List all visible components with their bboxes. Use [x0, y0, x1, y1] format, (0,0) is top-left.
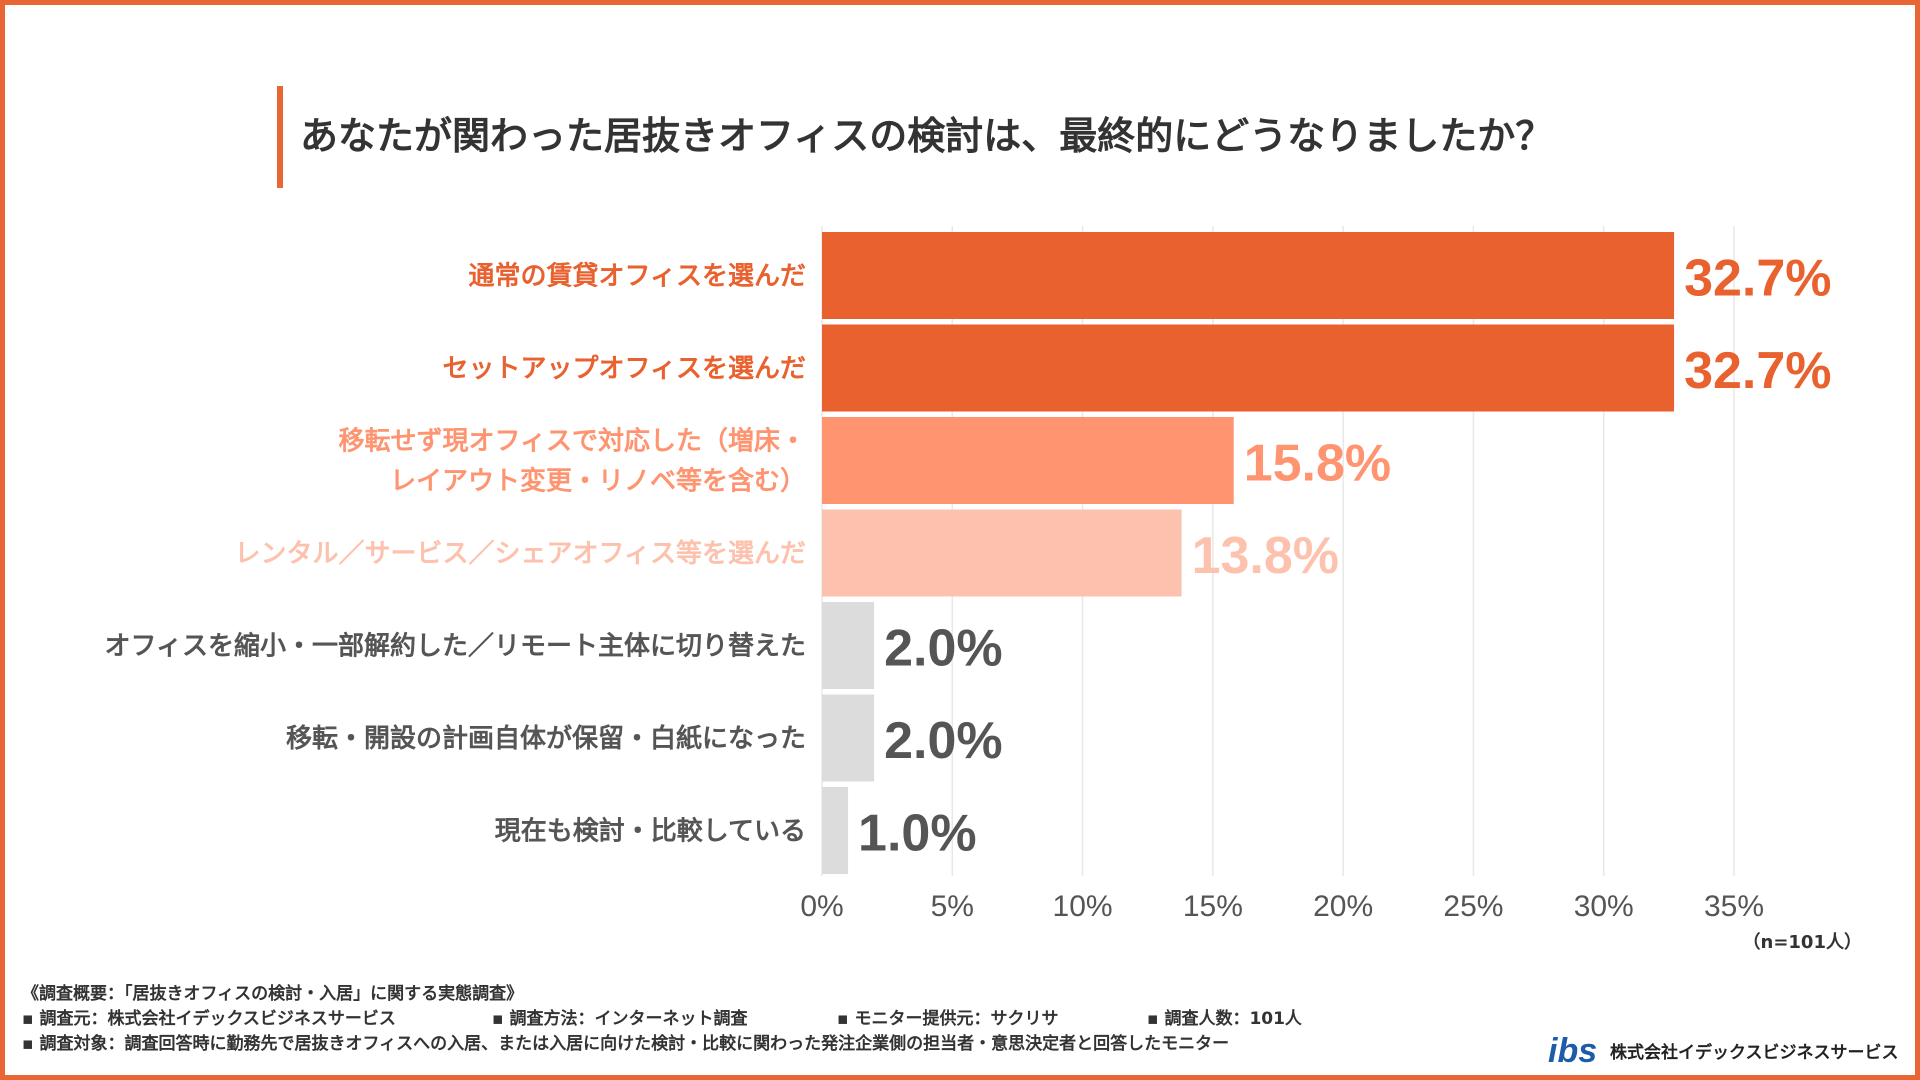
notes-item: ▪ モニター提供元：サクリサ	[837, 1009, 1059, 1029]
x-tick-label: 5%	[931, 890, 974, 923]
value-label: 32.7%	[1684, 342, 1831, 400]
notes-heading: 《調査概要：「居抜きオフィスの検討・入居」に関する実態調査》	[22, 984, 524, 1004]
value-label: 32.7%	[1684, 250, 1831, 308]
x-tick-label: 20%	[1313, 890, 1373, 923]
notes-item: ▪ 調査人数：101人	[1147, 1009, 1302, 1029]
category-label: 移転・開設の計画自体が保留・白紙になった	[286, 723, 806, 754]
bar	[822, 602, 875, 689]
x-tick-label: 10%	[1053, 890, 1113, 923]
value-label: 15.8%	[1244, 435, 1391, 493]
value-label: 2.0%	[884, 620, 1003, 678]
bar	[822, 324, 1675, 412]
bar	[822, 694, 875, 782]
category-label: セットアップオフィスを選んだ	[443, 354, 806, 384]
category-label: 通常の賃貸オフィスを選んだ	[469, 261, 806, 292]
x-tick-label: 15%	[1183, 890, 1243, 923]
chart-title: あなたが関わった居抜きオフィスの検討は、最終的にどうなりましたか？	[300, 114, 1554, 158]
category-label: 移転せず現オフィスで対応した（増床・レイアウト変更・リノベ等を含む）	[339, 426, 806, 497]
survey-notes: 《調査概要：「居抜きオフィスの検討・入居」に関する実態調査》 ▪ 調査元：株式会…	[22, 982, 1502, 1057]
sample-size-note: （n=101人）	[1743, 932, 1862, 953]
category-label: 現在も検討・比較している	[495, 816, 806, 847]
notes-row-2: ▪ 調査対象：調査回答時に勤務先で居抜きオフィスへの入居、または入居に向けた検討…	[22, 1034, 1230, 1054]
notes-item: ▪ 調査元：株式会社イデックスビジネスサービス	[22, 1009, 396, 1029]
x-tick-label: 30%	[1574, 890, 1634, 923]
bar	[822, 417, 1234, 504]
ibs-logo-icon: ibs	[1548, 1032, 1597, 1070]
logo-company-name: 株式会社イデックスビジネスサービス	[1610, 1042, 1899, 1063]
bar	[822, 509, 1182, 597]
bar	[822, 787, 849, 874]
category-label: オフィスを縮小・一部解約した／リモート主体に切り替えた	[105, 631, 806, 662]
x-tick-label: 35%	[1704, 890, 1764, 923]
value-label: 2.0%	[884, 712, 1003, 770]
notes-item: ▪ 調査方法：インターネット調査	[492, 1009, 748, 1029]
value-label: 1.0%	[858, 805, 977, 863]
notes-row-1: ▪ 調査元：株式会社イデックスビジネスサービス ▪ 調査方法：インターネット調査 ▪…	[22, 1007, 1502, 1032]
title-accent-bar	[277, 86, 283, 188]
company-logo: ibs 株式会社イデックスビジネスサービス	[1548, 1028, 1908, 1072]
value-label: 13.8%	[1192, 527, 1339, 585]
x-tick-label: 0%	[800, 890, 843, 923]
category-label: レンタル／サービス／シェアオフィス等を選んだ	[235, 538, 806, 569]
bar	[822, 232, 1675, 319]
logo-mark-text: ibs	[1548, 1032, 1597, 1070]
x-tick-label: 25%	[1443, 890, 1503, 923]
